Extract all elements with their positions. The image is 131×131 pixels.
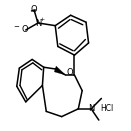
Text: HCl: HCl: [100, 104, 113, 113]
Text: +: +: [39, 17, 44, 22]
Text: N: N: [89, 104, 95, 113]
Text: −: −: [13, 24, 19, 30]
Polygon shape: [54, 66, 66, 75]
Text: O: O: [67, 68, 73, 77]
Text: N: N: [35, 19, 41, 28]
Text: O: O: [31, 5, 37, 14]
Text: O: O: [21, 25, 28, 34]
